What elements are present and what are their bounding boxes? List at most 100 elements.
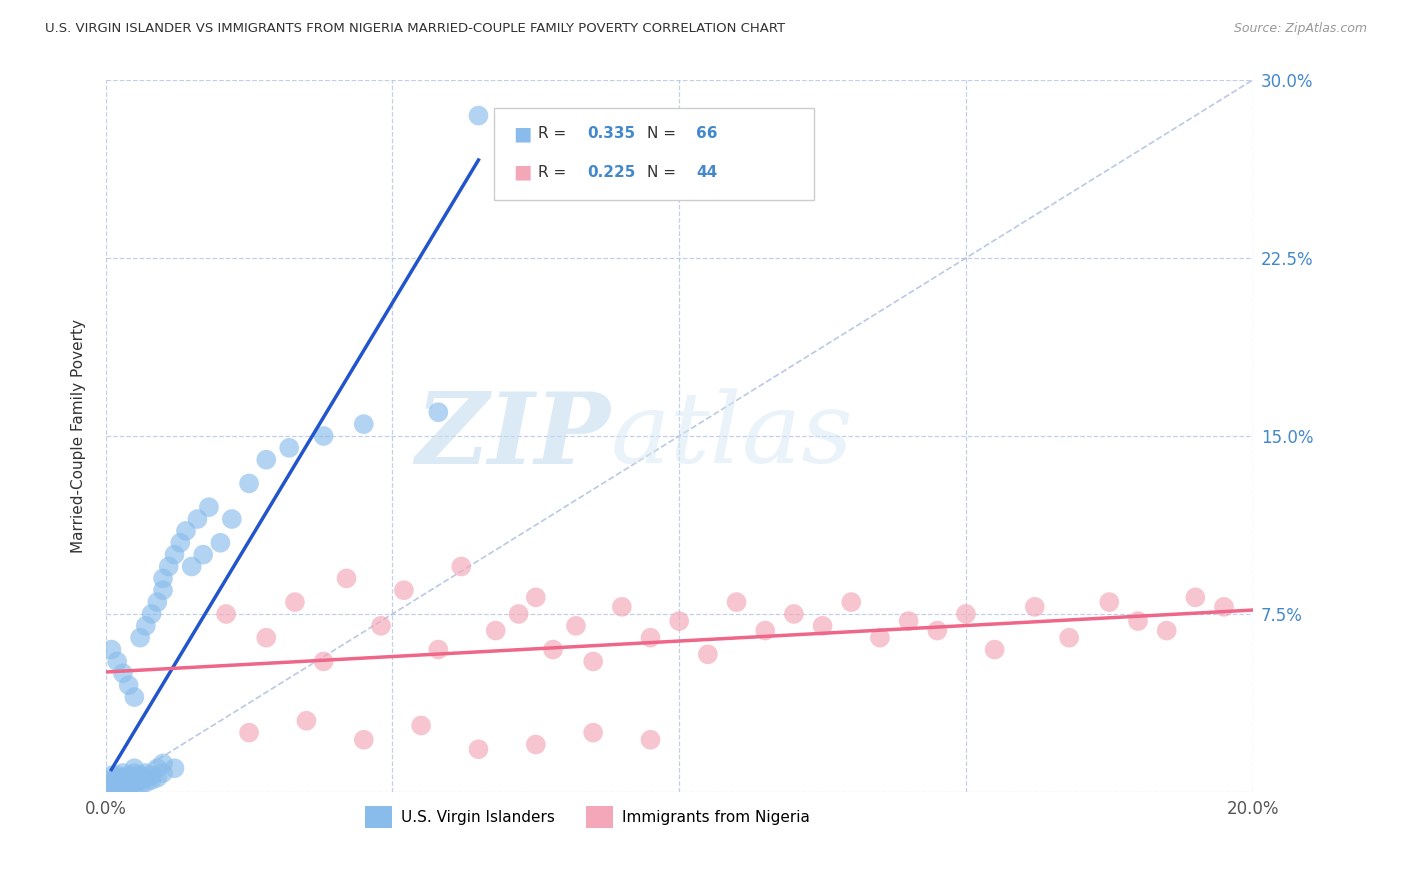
Point <box>117 780 139 795</box>
Point <box>111 782 134 797</box>
Point <box>582 655 605 669</box>
Text: atlas: atlas <box>610 388 853 483</box>
Text: N =: N = <box>647 127 681 141</box>
Point <box>582 725 605 739</box>
Point <box>141 773 163 788</box>
Text: ■: ■ <box>513 124 531 144</box>
Text: U.S. VIRGIN ISLANDER VS IMMIGRANTS FROM NIGERIA MARRIED-COUPLE FAMILY POVERTY CO: U.S. VIRGIN ISLANDER VS IMMIGRANTS FROM … <box>45 22 785 36</box>
Point <box>105 773 128 788</box>
Point <box>135 619 157 633</box>
Point <box>1098 595 1121 609</box>
Point <box>467 742 489 756</box>
Point <box>129 778 152 792</box>
Point <box>640 732 662 747</box>
Text: R =: R = <box>538 127 572 141</box>
Point <box>111 773 134 788</box>
Point <box>152 756 174 771</box>
Point <box>135 775 157 789</box>
Point <box>100 642 122 657</box>
Point <box>295 714 318 728</box>
Point <box>754 624 776 638</box>
Point <box>146 771 169 785</box>
Point <box>100 782 122 797</box>
Point <box>111 766 134 780</box>
Point <box>146 595 169 609</box>
Point <box>129 631 152 645</box>
Point <box>869 631 891 645</box>
Point <box>152 766 174 780</box>
Point <box>100 773 122 788</box>
Legend: U.S. Virgin Islanders, Immigrants from Nigeria: U.S. Virgin Islanders, Immigrants from N… <box>359 800 817 834</box>
Point <box>565 619 588 633</box>
Y-axis label: Married-Couple Family Poverty: Married-Couple Family Poverty <box>72 319 86 553</box>
Point <box>427 405 450 419</box>
Point <box>105 771 128 785</box>
Point <box>541 642 564 657</box>
Point <box>238 476 260 491</box>
Point <box>152 583 174 598</box>
Point <box>135 766 157 780</box>
Point <box>1156 624 1178 638</box>
Point <box>370 619 392 633</box>
Point <box>610 599 633 614</box>
Point <box>221 512 243 526</box>
Point <box>100 778 122 792</box>
Text: Source: ZipAtlas.com: Source: ZipAtlas.com <box>1233 22 1367 36</box>
Point <box>129 768 152 782</box>
Point <box>100 768 122 782</box>
Point <box>668 614 690 628</box>
Point <box>111 778 134 792</box>
Point <box>1024 599 1046 614</box>
Point <box>450 559 472 574</box>
Point <box>117 678 139 692</box>
Text: 0.225: 0.225 <box>588 165 636 179</box>
Point <box>983 642 1005 657</box>
Point <box>254 452 277 467</box>
Point <box>335 571 357 585</box>
Point <box>124 771 146 785</box>
Point <box>897 614 920 628</box>
Point <box>117 773 139 788</box>
Text: 44: 44 <box>696 165 717 179</box>
Point <box>1213 599 1236 614</box>
Point <box>124 761 146 775</box>
Point <box>284 595 307 609</box>
Point <box>696 648 718 662</box>
Point <box>427 642 450 657</box>
Point <box>111 780 134 795</box>
Text: N =: N = <box>647 165 681 179</box>
Point <box>278 441 301 455</box>
Point <box>640 631 662 645</box>
Point <box>193 548 215 562</box>
Point <box>1126 614 1149 628</box>
Point <box>467 109 489 123</box>
Point <box>955 607 977 621</box>
Point <box>157 559 180 574</box>
Point <box>111 771 134 785</box>
Point <box>111 666 134 681</box>
Point <box>312 655 335 669</box>
Point <box>117 778 139 792</box>
Point <box>163 548 186 562</box>
Point <box>811 619 834 633</box>
Point <box>725 595 748 609</box>
Point <box>215 607 238 621</box>
Point <box>129 773 152 788</box>
Point <box>312 429 335 443</box>
Point <box>186 512 208 526</box>
Point <box>124 780 146 795</box>
Point <box>141 607 163 621</box>
Text: ZIP: ZIP <box>415 388 610 484</box>
Point <box>238 725 260 739</box>
Point <box>783 607 806 621</box>
Text: 0.335: 0.335 <box>588 127 636 141</box>
Point <box>124 775 146 789</box>
Point <box>105 768 128 782</box>
Point <box>411 718 433 732</box>
Point <box>146 761 169 775</box>
Point <box>124 766 146 780</box>
Point <box>1184 591 1206 605</box>
Point <box>124 690 146 704</box>
Point <box>105 780 128 795</box>
Point <box>839 595 862 609</box>
